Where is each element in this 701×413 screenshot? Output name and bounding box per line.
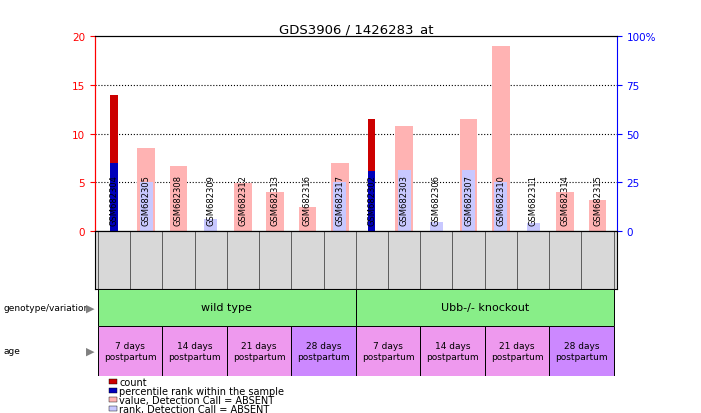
Text: ▶: ▶ xyxy=(86,346,94,356)
Bar xyxy=(299,208,316,231)
Bar xyxy=(139,183,153,231)
Bar xyxy=(204,220,217,231)
Bar xyxy=(163,326,227,376)
Text: age: age xyxy=(4,347,20,356)
Text: 7 days
postpartum: 7 days postpartum xyxy=(104,342,156,361)
Bar xyxy=(234,184,252,231)
Bar xyxy=(111,95,118,231)
Title: GDS3906 / 1426283_at: GDS3906 / 1426283_at xyxy=(278,23,433,36)
Bar xyxy=(333,183,346,231)
Bar xyxy=(331,164,348,231)
Bar xyxy=(430,223,443,231)
Text: 21 days
postpartum: 21 days postpartum xyxy=(233,342,285,361)
Bar xyxy=(395,126,413,231)
Bar xyxy=(368,171,376,231)
Bar xyxy=(98,289,356,326)
Text: wild type: wild type xyxy=(201,303,252,313)
Text: 14 days
postpartum: 14 days postpartum xyxy=(168,342,221,361)
Bar xyxy=(397,170,411,231)
Bar xyxy=(549,326,613,376)
Bar xyxy=(557,192,574,231)
Bar xyxy=(589,200,606,231)
Bar xyxy=(137,149,155,231)
Bar xyxy=(492,47,510,231)
Bar xyxy=(356,289,613,326)
Text: count: count xyxy=(119,377,147,387)
Bar xyxy=(227,326,292,376)
Bar xyxy=(420,326,484,376)
Text: 7 days
postpartum: 7 days postpartum xyxy=(362,342,414,361)
Text: ▶: ▶ xyxy=(86,303,94,313)
Text: 21 days
postpartum: 21 days postpartum xyxy=(491,342,543,361)
Bar xyxy=(111,164,118,231)
Bar xyxy=(170,166,187,231)
Bar xyxy=(494,183,508,231)
Text: value, Detection Call = ABSENT: value, Detection Call = ABSENT xyxy=(119,395,274,405)
Text: genotype/variation: genotype/variation xyxy=(4,303,90,312)
Bar xyxy=(484,326,549,376)
Text: rank, Detection Call = ABSENT: rank, Detection Call = ABSENT xyxy=(119,404,269,413)
Text: 28 days
postpartum: 28 days postpartum xyxy=(555,342,608,361)
Bar xyxy=(266,192,284,231)
Text: Ubb-/- knockout: Ubb-/- knockout xyxy=(441,303,529,313)
Bar xyxy=(292,326,355,376)
Text: 28 days
postpartum: 28 days postpartum xyxy=(297,342,350,361)
Text: 14 days
postpartum: 14 days postpartum xyxy=(426,342,479,361)
Bar xyxy=(526,223,540,231)
Bar xyxy=(98,326,163,376)
Bar xyxy=(462,170,475,231)
Bar xyxy=(368,120,376,231)
Bar xyxy=(356,326,420,376)
Bar xyxy=(460,120,477,231)
Text: percentile rank within the sample: percentile rank within the sample xyxy=(119,386,284,396)
